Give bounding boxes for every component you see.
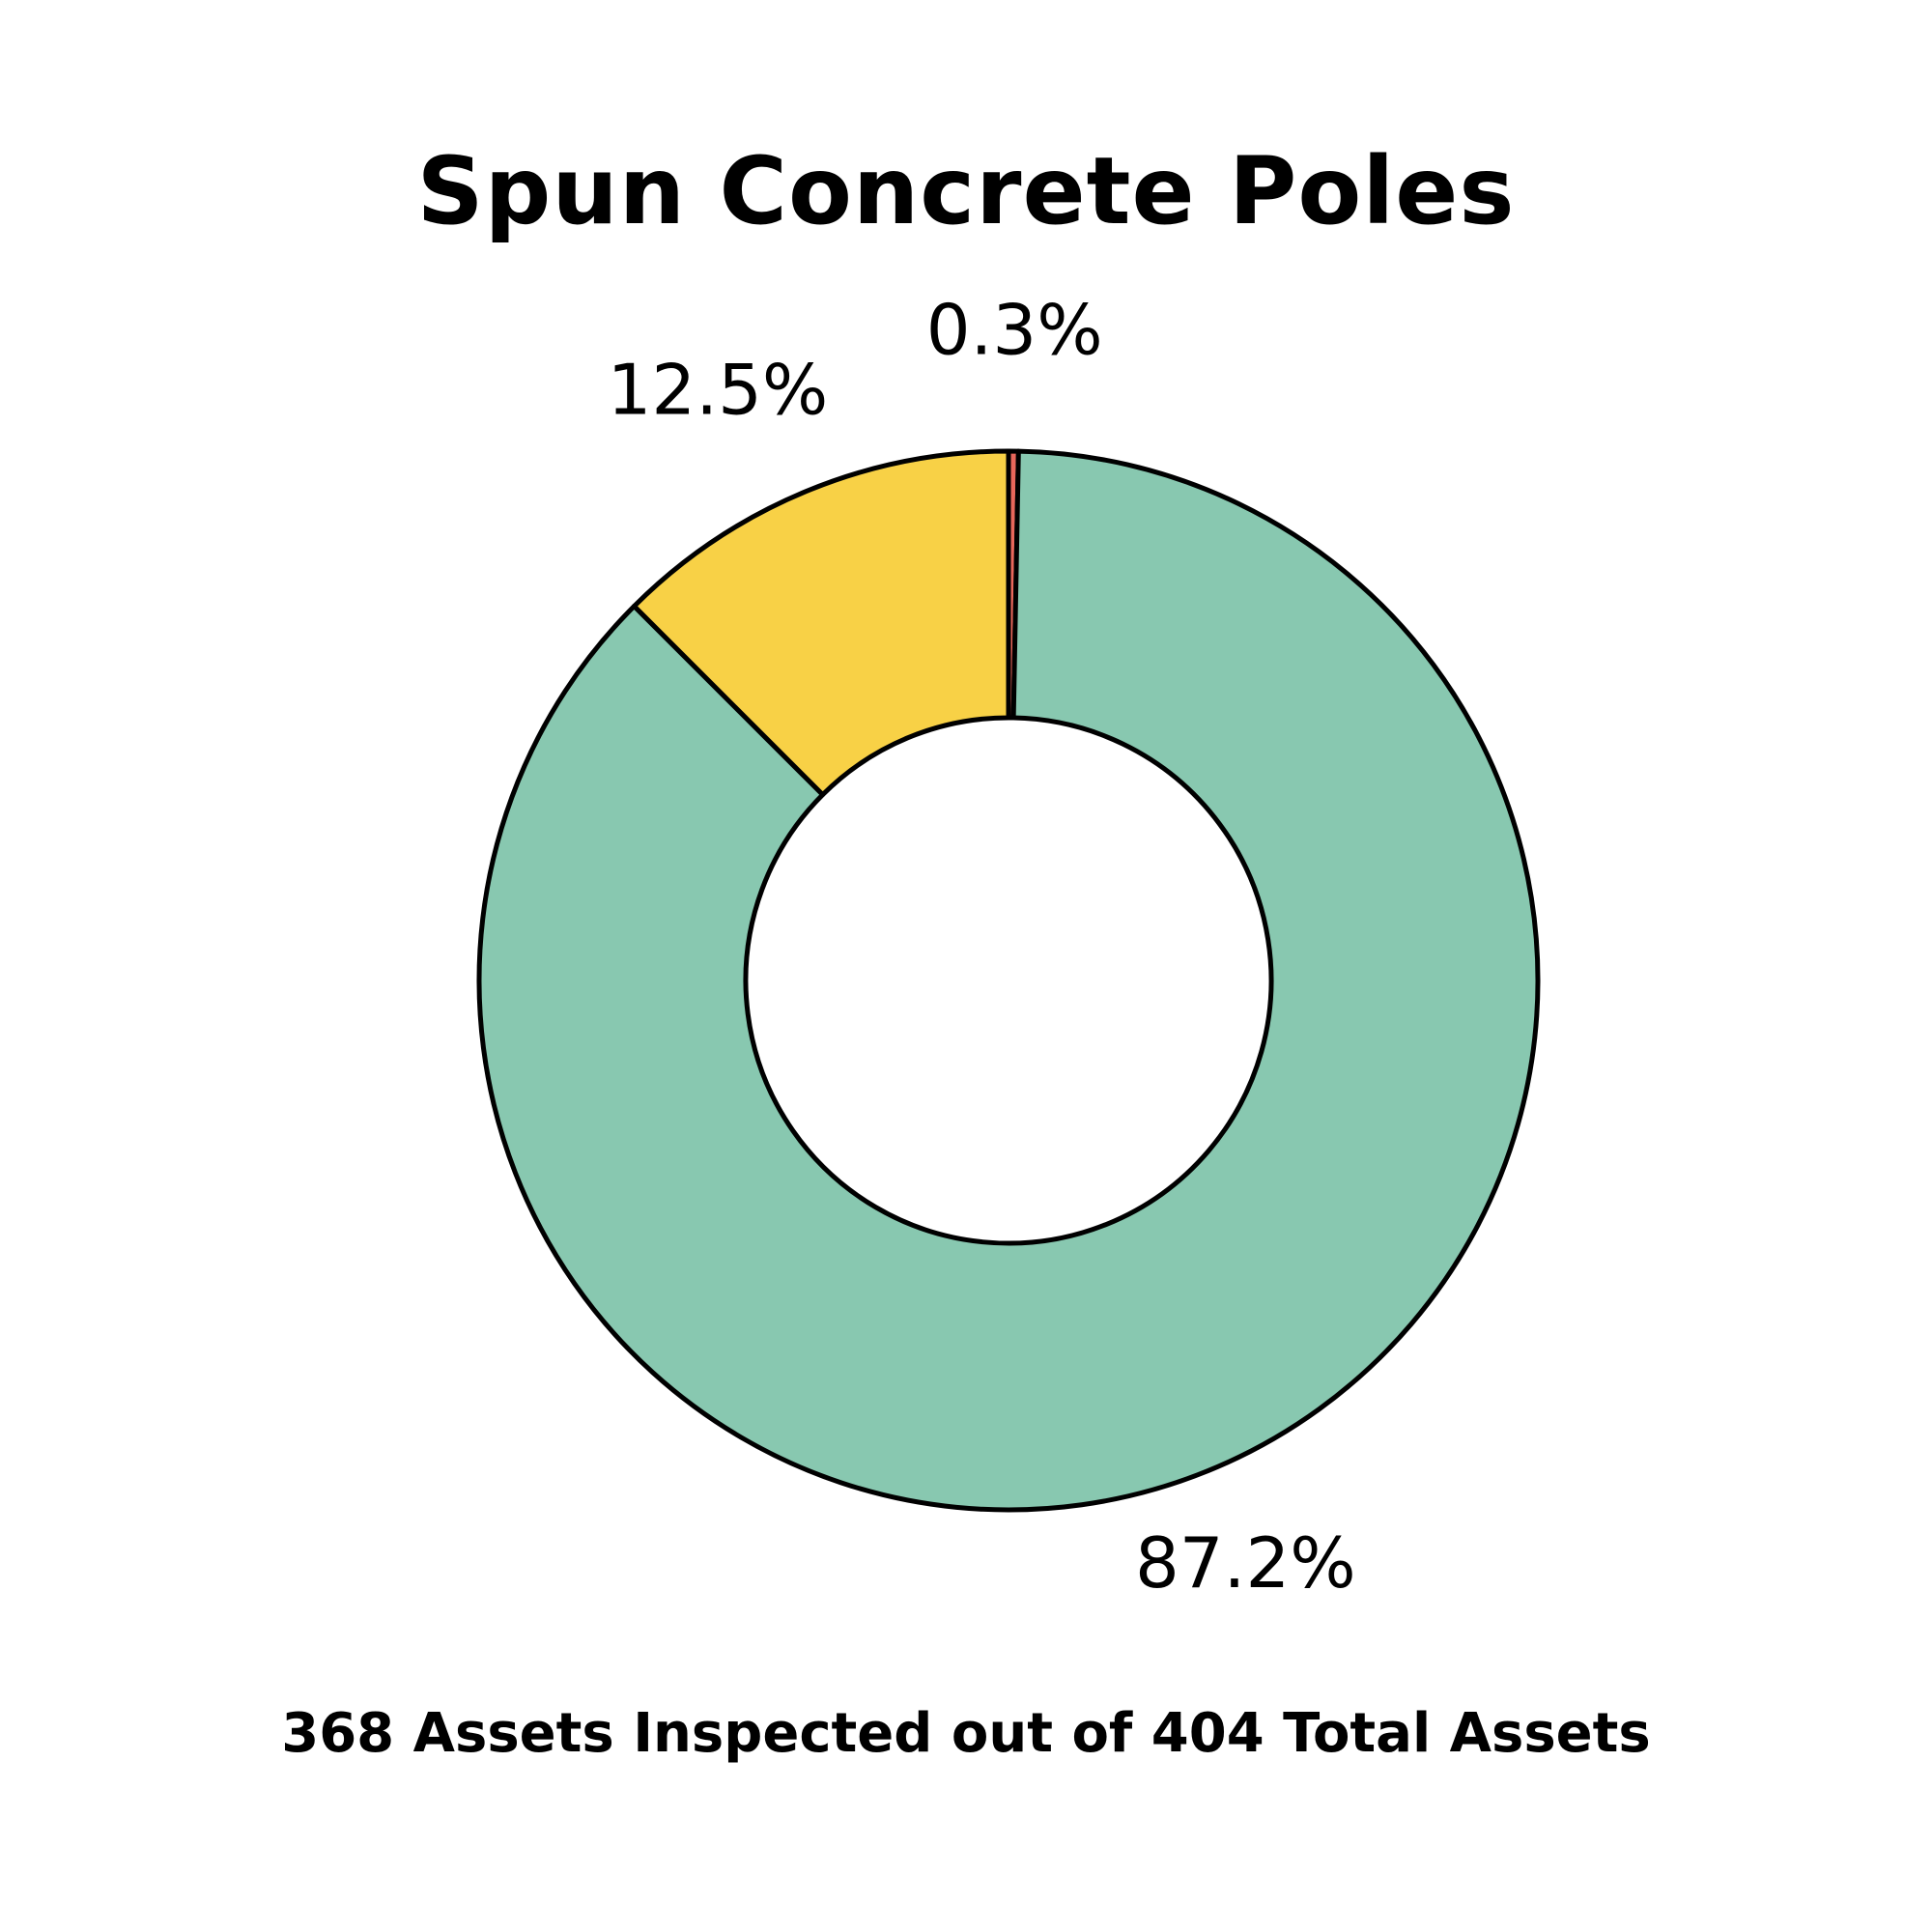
donut-labels: 0.3% 87.2% 12.5%	[608, 290, 1356, 1604]
slice-label-1: 0.3%	[926, 290, 1103, 371]
slice-label-2: 87.2%	[1135, 1522, 1356, 1604]
assets-summary: 368 Assets Inspected out of 404 Total As…	[281, 1702, 1651, 1765]
donut-slices	[476, 448, 1541, 1513]
donut-slice-3	[632, 448, 1011, 798]
slice-label-3: 12.5%	[608, 349, 829, 430]
chart-title: Spun Concrete Poles	[416, 137, 1516, 245]
